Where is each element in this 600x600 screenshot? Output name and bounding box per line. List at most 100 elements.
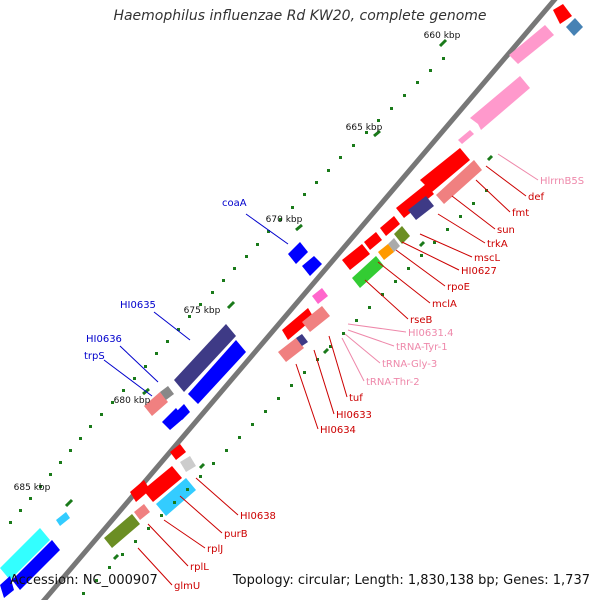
gene-feature[interactable]: [312, 288, 328, 304]
tick-mark: [446, 228, 449, 231]
tick-mark: [166, 340, 169, 343]
scale-label: 665 kbp: [346, 123, 383, 133]
leader-line: [137, 547, 173, 586]
gene-feature[interactable]: [296, 334, 308, 346]
major-tick: [64, 498, 74, 508]
leader-line: [419, 233, 473, 258]
tick-mark: [82, 592, 85, 595]
gene-feature[interactable]: [12, 540, 60, 590]
gene-label[interactable]: rplL: [190, 562, 209, 573]
gene-feature[interactable]: [394, 226, 410, 244]
gene-feature[interactable]: [378, 244, 394, 260]
gene-label[interactable]: tuf: [349, 393, 363, 404]
tick-mark: [108, 566, 111, 569]
gene-label[interactable]: HI0633: [336, 410, 372, 421]
left-strand-features: [0, 242, 322, 598]
gene-label[interactable]: trpS: [84, 351, 105, 362]
gene-label[interactable]: fmt: [512, 208, 529, 219]
gene-label[interactable]: HI0636: [86, 334, 122, 345]
leader-line: [163, 519, 206, 549]
gene-label[interactable]: HI0631.4: [408, 328, 453, 339]
gene-label[interactable]: mscL: [474, 253, 500, 264]
gene-label[interactable]: rpoE: [447, 282, 470, 293]
gene-label[interactable]: HlrrnB5S: [540, 176, 584, 187]
gene-label[interactable]: sun: [497, 225, 515, 236]
gene-label[interactable]: rplJ: [207, 544, 223, 555]
gene-feature[interactable]: [278, 338, 304, 362]
gene-feature[interactable]: [436, 160, 482, 204]
leader-line: [179, 495, 223, 534]
gene-label[interactable]: trkA: [487, 239, 508, 250]
gene-feature[interactable]: [408, 196, 434, 220]
gene-feature[interactable]: [156, 478, 196, 516]
gene-feature[interactable]: [352, 256, 384, 288]
tick-mark: [186, 488, 189, 491]
gene-feature[interactable]: [458, 130, 474, 144]
gene-feature[interactable]: [342, 244, 370, 270]
tick-mark: [100, 413, 103, 416]
gene-label[interactable]: mclA: [432, 299, 457, 310]
gene-label[interactable]: glmU: [174, 581, 200, 592]
tick-mark: [472, 202, 475, 205]
gene-feature[interactable]: [282, 308, 314, 340]
leader-line: [437, 213, 486, 244]
gene-feature[interactable]: [566, 18, 583, 36]
tick-mark: [459, 215, 462, 218]
gene-labels: HlrrnB5SdeffmtsuntrkAmscLHI0627rpoEmclAr…: [84, 153, 584, 592]
gene-feature[interactable]: [388, 238, 400, 252]
tick-mark: [121, 553, 124, 556]
gene-feature[interactable]: [302, 306, 330, 332]
gene-feature[interactable]: [380, 216, 400, 236]
gene-label[interactable]: purB: [224, 529, 248, 540]
gene-label[interactable]: HI0638: [240, 511, 276, 522]
leader-line: [344, 333, 381, 364]
gene-feature[interactable]: [188, 340, 246, 404]
gene-feature[interactable]: [302, 256, 322, 276]
gene-feature[interactable]: [288, 242, 308, 264]
leader-line: [295, 363, 319, 430]
tick-mark: [355, 319, 358, 322]
gene-label[interactable]: tRNA-Gly-3: [382, 359, 437, 370]
gene-feature[interactable]: [509, 25, 554, 64]
gene-label[interactable]: HI0635: [120, 300, 156, 311]
tick-mark: [89, 425, 92, 428]
leader-line: [475, 179, 511, 213]
gene-label[interactable]: HI0627: [461, 266, 497, 277]
gene-label[interactable]: def: [528, 192, 545, 203]
tick-mark: [133, 377, 136, 380]
gene-feature[interactable]: [396, 184, 434, 218]
gene-label[interactable]: rseB: [410, 315, 432, 326]
gene-feature[interactable]: [143, 466, 182, 502]
gene-feature[interactable]: [0, 528, 50, 580]
tick-mark: [279, 218, 282, 221]
tick-mark: [368, 306, 371, 309]
gene-feature[interactable]: [134, 504, 150, 520]
tick-mark: [211, 291, 214, 294]
gene-feature[interactable]: [130, 480, 150, 502]
tick-mark: [256, 243, 259, 246]
major-tick: [112, 553, 120, 561]
gene-feature[interactable]: [160, 386, 174, 400]
gene-label[interactable]: HI0634: [320, 425, 356, 436]
gene-feature[interactable]: [176, 404, 190, 420]
gene-label[interactable]: tRNA-Tyr-1: [396, 342, 448, 353]
leader-line: [485, 165, 527, 197]
gene-feature[interactable]: [553, 4, 572, 24]
gene-label[interactable]: coaA: [222, 198, 247, 209]
gene-feature[interactable]: [170, 444, 186, 460]
gene-feature[interactable]: [144, 392, 168, 416]
leader-line: [313, 349, 335, 415]
gene-feature[interactable]: [420, 148, 470, 192]
gene-label[interactable]: tRNA-Thr-2: [366, 377, 420, 388]
gene-feature[interactable]: [104, 514, 140, 548]
tick-mark: [303, 193, 306, 196]
gene-feature[interactable]: [364, 232, 382, 250]
gene-feature[interactable]: [0, 576, 14, 598]
gene-feature[interactable]: [56, 512, 70, 526]
tick-mark: [352, 144, 355, 147]
gene-feature[interactable]: [180, 456, 196, 472]
gene-feature[interactable]: [174, 324, 236, 392]
tick-mark: [147, 527, 150, 530]
gene-feature[interactable]: [470, 76, 530, 130]
major-tick: [226, 300, 236, 310]
